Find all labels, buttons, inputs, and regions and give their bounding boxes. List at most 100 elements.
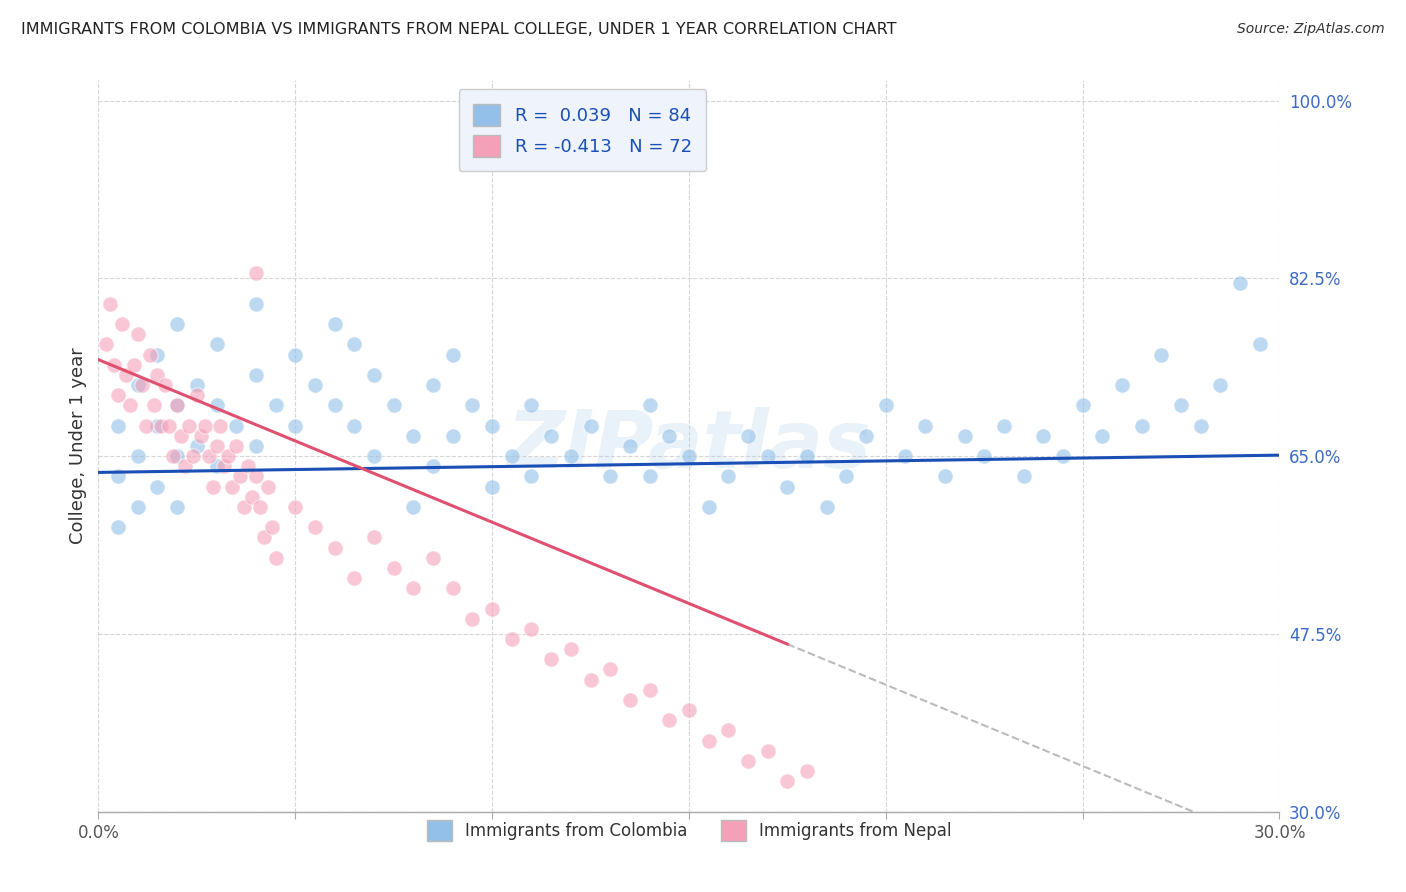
Point (131, 378, 153, 392)
Point (363, 368, 385, 382)
Point (170, 429, 193, 443)
Point (138, 347, 160, 362)
Point (157, 418, 180, 433)
Point (1012, 469, 1035, 483)
Point (225, 439, 247, 453)
Point (190, 429, 212, 443)
Point (461, 612, 484, 626)
Point (201, 480, 224, 494)
Point (697, 500, 720, 514)
Point (233, 500, 256, 514)
Point (678, 449, 700, 463)
Point (162, 449, 184, 463)
Point (245, 439, 267, 453)
Point (540, 652, 562, 666)
Point (150, 418, 173, 433)
Point (382, 398, 405, 412)
Point (146, 347, 169, 362)
Point (658, 429, 681, 443)
Text: Source: ZipAtlas.com: Source: ZipAtlas.com (1237, 22, 1385, 37)
Point (343, 418, 366, 433)
Point (115, 368, 138, 382)
Point (209, 418, 232, 433)
Point (225, 418, 247, 433)
Point (98, 297, 121, 311)
Legend: Immigrants from Colombia, Immigrants from Nepal: Immigrants from Colombia, Immigrants fro… (420, 814, 957, 847)
Point (1071, 398, 1094, 412)
Point (186, 388, 208, 402)
Point (973, 449, 995, 463)
Point (638, 682, 661, 697)
Point (107, 388, 129, 402)
Point (135, 418, 157, 433)
Point (422, 459, 444, 474)
Point (118, 398, 141, 412)
Point (323, 398, 346, 412)
Point (264, 550, 287, 565)
Point (284, 347, 307, 362)
Point (776, 774, 799, 789)
Point (240, 490, 263, 504)
Point (796, 764, 818, 778)
Point (737, 754, 759, 768)
Point (579, 673, 602, 687)
Point (166, 398, 188, 412)
Point (194, 418, 217, 433)
Point (142, 398, 165, 412)
Point (638, 469, 661, 483)
Point (756, 449, 779, 463)
Point (520, 398, 543, 412)
Point (166, 317, 188, 331)
Point (177, 418, 200, 433)
Point (422, 378, 444, 392)
Point (481, 418, 503, 433)
Point (245, 297, 267, 311)
Point (260, 520, 283, 534)
Point (1052, 449, 1074, 463)
Point (697, 733, 720, 747)
Point (245, 266, 267, 280)
Point (186, 378, 208, 392)
Point (717, 469, 740, 483)
Point (1150, 347, 1173, 362)
Text: IMMIGRANTS FROM COLOMBIA VS IMMIGRANTS FROM NEPAL COLLEGE, UNDER 1 YEAR CORRELAT: IMMIGRANTS FROM COLOMBIA VS IMMIGRANTS F… (21, 22, 897, 37)
Point (1091, 429, 1114, 443)
Point (253, 530, 276, 544)
Point (186, 439, 208, 453)
Point (875, 398, 897, 412)
Point (111, 317, 134, 331)
Point (481, 480, 503, 494)
Point (343, 337, 366, 351)
Point (304, 520, 326, 534)
Point (174, 459, 197, 474)
Point (717, 723, 740, 738)
Point (363, 530, 385, 544)
Point (1209, 378, 1232, 392)
Point (229, 469, 252, 483)
Point (599, 469, 621, 483)
Point (796, 449, 818, 463)
Point (245, 469, 267, 483)
Point (560, 449, 582, 463)
Point (441, 347, 464, 362)
Point (540, 429, 562, 443)
Point (1170, 398, 1192, 412)
Point (256, 480, 278, 494)
Point (894, 449, 917, 463)
Point (323, 541, 346, 555)
Point (181, 449, 204, 463)
Point (776, 480, 799, 494)
Point (166, 398, 188, 412)
Point (249, 500, 271, 514)
Point (678, 703, 700, 717)
Point (501, 632, 523, 646)
Point (107, 418, 129, 433)
Point (579, 418, 602, 433)
Point (107, 469, 129, 483)
Point (638, 398, 661, 412)
Point (1130, 418, 1153, 433)
Point (382, 561, 405, 575)
Point (245, 368, 267, 382)
Point (619, 439, 641, 453)
Point (205, 337, 228, 351)
